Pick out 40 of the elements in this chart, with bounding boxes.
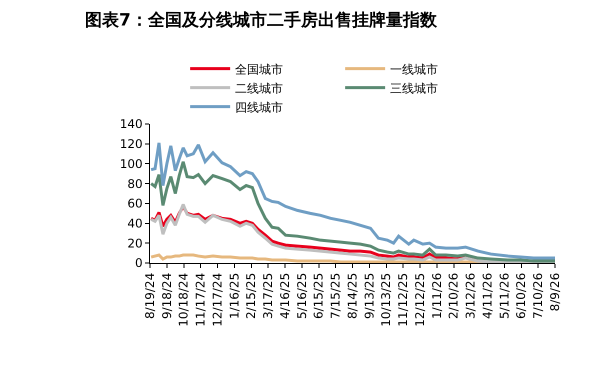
x-tick-label: 11/12/25 <box>396 272 410 327</box>
legend-label: 四线城市 <box>235 100 284 114</box>
y-tick-label: 120 <box>120 137 143 152</box>
legend-label: 全国城市 <box>235 62 284 76</box>
x-tick-label: 8/9/26 <box>548 272 562 312</box>
x-tick-label: 9/18/24 <box>160 272 174 320</box>
x-tick-label: 10/18/24 <box>176 272 191 327</box>
y-tick-label: 140 <box>120 117 143 132</box>
legend-label: 三线城市 <box>390 81 438 96</box>
x-tick-label: 10/13/25 <box>379 272 394 327</box>
x-tick-label: 2/10/26 <box>446 272 461 320</box>
x-tick-label: 6/15/25 <box>312 272 326 320</box>
y-tick-label: 80 <box>127 176 143 191</box>
x-tick-label: 3/12/26 <box>464 272 478 320</box>
y-tick-label: 20 <box>127 236 143 250</box>
x-tick-label: 4/16/25 <box>278 272 292 320</box>
chart-title: 图表7：全国及分线城市二手房出售挂牌量指数 <box>84 10 438 30</box>
y-tick-label: 0 <box>134 256 143 270</box>
y-tick-label: 100 <box>120 156 143 171</box>
x-tick-label: 9/13/25 <box>362 272 376 320</box>
legend-label: 一线城市 <box>390 62 438 76</box>
x-tick-label: 8/19/24 <box>142 272 157 320</box>
x-tick-label: 5/11/26 <box>497 272 512 320</box>
x-tick-label: 1/16/25 <box>227 272 242 320</box>
y-tick-label: 60 <box>127 196 143 211</box>
x-tick-label: 2/15/25 <box>244 272 258 320</box>
x-tick-label: 12/12/25 <box>412 272 427 327</box>
x-tick-label: 3/17/25 <box>261 272 276 320</box>
x-tick-label: 4/11/26 <box>480 272 494 320</box>
x-tick-label: 11/17/24 <box>194 272 208 327</box>
x-tick-label: 1/11/26 <box>430 272 444 320</box>
x-tick-label: 6/10/26 <box>514 272 528 320</box>
legend-label: 二线城市 <box>235 81 284 96</box>
x-tick-label: 12/17/24 <box>210 272 224 327</box>
y-tick-label: 40 <box>127 216 143 230</box>
x-tick-label: 7/10/26 <box>531 272 546 320</box>
x-tick-label: 7/15/25 <box>328 272 343 320</box>
x-tick-label: 5/16/25 <box>294 272 309 320</box>
line-series <box>150 141 555 260</box>
x-tick-label: 8/14/25 <box>345 272 360 320</box>
